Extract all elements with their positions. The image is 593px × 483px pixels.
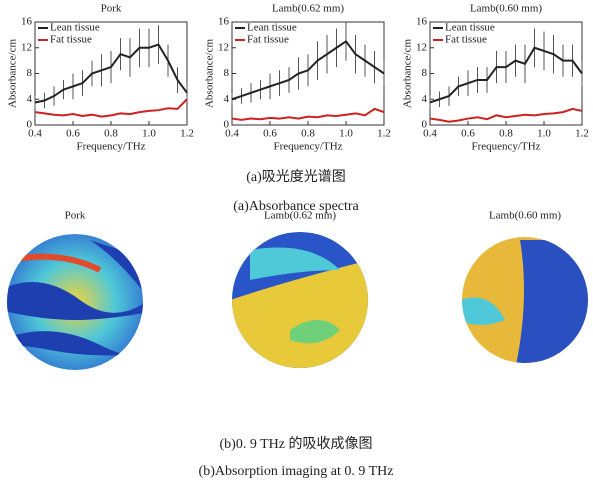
- x-tick-label: 0.6: [263, 128, 277, 140]
- absorption-image: [7, 234, 143, 370]
- legend-label: Fat tissue: [50, 34, 92, 46]
- y-tick-label: 8: [27, 67, 33, 79]
- x-axis-label: Frequency/THz: [76, 141, 145, 153]
- y-tick-label: 16: [21, 16, 33, 28]
- y-tick-label: 4: [224, 93, 230, 105]
- x-tick-label: 1.0: [339, 128, 353, 140]
- legend-label: Fat tissue: [445, 34, 487, 46]
- y-tick-label: 16: [416, 16, 428, 28]
- data-line: [231, 39, 385, 101]
- y-tick-label: 8: [224, 67, 230, 79]
- y-axis-label: Absorbance/cm: [402, 39, 414, 108]
- x-tick-label: 0.4: [225, 128, 239, 140]
- y-tick-label: 0: [224, 119, 230, 131]
- caption: (b)0. 9 THz 的吸收成像图: [220, 436, 373, 452]
- x-tick-label: 0.8: [499, 128, 513, 140]
- data-line: [429, 46, 583, 104]
- data-line: [231, 107, 385, 121]
- y-tick-label: 4: [422, 93, 428, 105]
- x-tick-label: 0.6: [66, 128, 80, 140]
- caption: (b)Absorption imaging at 0. 9 THz: [199, 464, 394, 479]
- y-axis-label: Absorbance/cm: [204, 39, 216, 108]
- data-line: [429, 107, 583, 123]
- chart-title: Lamb(0.60 mm): [470, 3, 542, 15]
- legend-label: Fat tissue: [247, 34, 289, 46]
- x-tick-label: 1.2: [377, 128, 391, 140]
- image-title: Lamb(0.60 mm): [489, 210, 561, 222]
- y-tick-label: 8: [422, 67, 428, 79]
- y-tick-label: 12: [21, 41, 32, 53]
- y-tick-label: 12: [416, 41, 427, 53]
- absorption-image: [462, 237, 588, 363]
- x-axis-label: Frequency/THz: [471, 141, 540, 153]
- x-tick-label: 1.0: [537, 128, 551, 140]
- y-tick-label: 0: [27, 119, 33, 131]
- data-line: [34, 98, 188, 118]
- x-axis-label: Frequency/THz: [273, 141, 342, 153]
- x-tick-label: 0.8: [301, 128, 315, 140]
- y-tick-label: 12: [218, 41, 229, 53]
- data-line: [34, 43, 188, 104]
- chart-title: Lamb(0.62 mm): [272, 3, 344, 15]
- caption: (a)吸光度光谱图: [246, 169, 346, 185]
- chart-title: Pork: [101, 3, 122, 15]
- x-tick-label: 1.2: [575, 128, 589, 140]
- x-tick-label: 0.6: [461, 128, 475, 140]
- legend-label: Lean tissue: [445, 22, 495, 34]
- legend-label: Lean tissue: [247, 22, 297, 34]
- absorption-image: [232, 232, 368, 368]
- x-tick-label: 0.8: [104, 128, 118, 140]
- x-tick-label: 1.0: [142, 128, 156, 140]
- y-tick-label: 16: [218, 16, 230, 28]
- y-tick-label: 4: [27, 93, 33, 105]
- image-title: Lamb(0.62 mm): [264, 210, 336, 222]
- legend-label: Lean tissue: [50, 22, 100, 34]
- x-tick-label: 1.2: [180, 128, 194, 140]
- y-axis-label: Absorbance/cm: [7, 39, 19, 108]
- x-tick-label: 0.4: [423, 128, 437, 140]
- y-tick-label: 0: [422, 119, 428, 131]
- image-title: Pork: [65, 210, 86, 222]
- caption: (a)Absorbance spectra: [233, 199, 359, 214]
- x-tick-label: 0.4: [28, 128, 42, 140]
